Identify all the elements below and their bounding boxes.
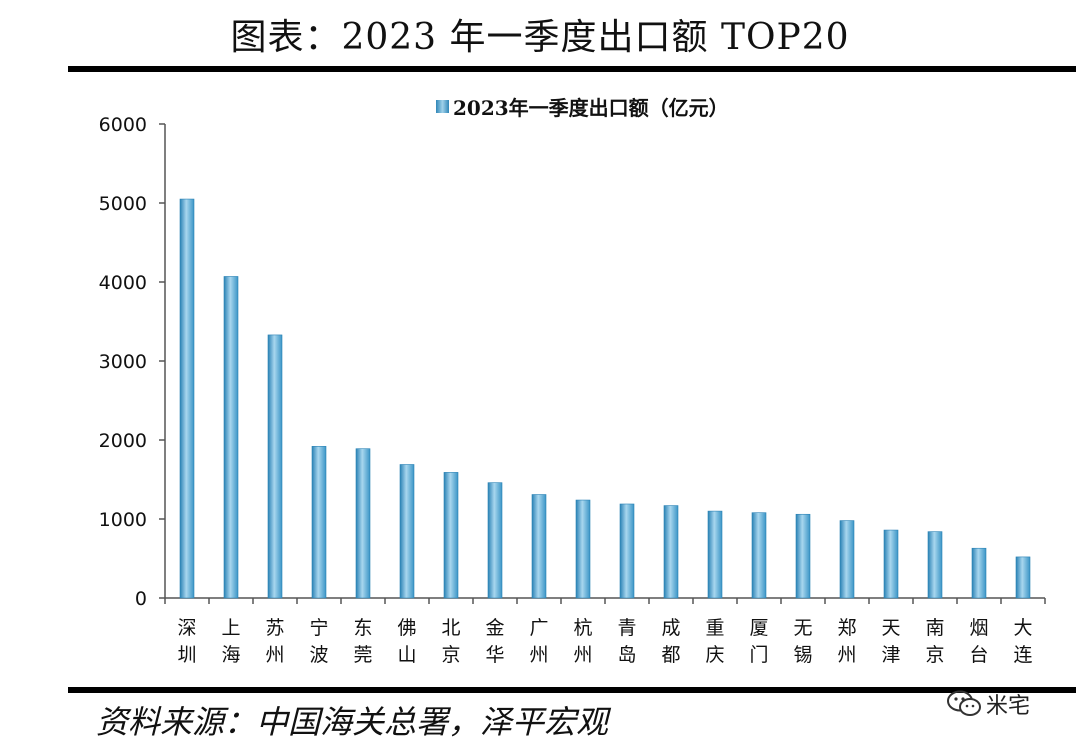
bar-无锡 — [795, 513, 811, 599]
bar-宁波 — [311, 446, 327, 599]
bar-南京 — [927, 531, 943, 599]
x-tick-label: 厦门 — [749, 617, 768, 666]
x-tick-label: 重庆 — [705, 617, 724, 666]
bar-广州 — [531, 494, 547, 599]
y-tick-label: 3000 — [99, 351, 147, 373]
bar-大连 — [1015, 556, 1031, 599]
x-tick-label: 郑州 — [837, 617, 856, 666]
bar-苏州 — [267, 334, 283, 599]
bar-成都 — [663, 505, 679, 599]
bar-东莞 — [355, 448, 371, 599]
bar-北京 — [443, 472, 459, 599]
bar-重庆 — [707, 510, 723, 599]
page-title: 图表：2023 年一季度出口额 TOP20 — [230, 17, 850, 58]
bar-深圳 — [179, 198, 195, 599]
y-tick-label: 6000 — [99, 114, 147, 136]
bar-佛山 — [399, 464, 415, 599]
bar-金华 — [487, 482, 503, 599]
x-tick-label: 广州 — [529, 617, 548, 666]
source-note: 资料来源：中国海关总署，泽平宏观 — [96, 703, 609, 741]
x-tick-label: 无锡 — [793, 617, 812, 666]
bar-青岛 — [619, 503, 635, 599]
x-tick-label: 上海 — [221, 617, 240, 666]
y-tick-label: 4000 — [99, 272, 147, 294]
x-tick-label: 青岛 — [617, 617, 636, 666]
x-tick-label: 北京 — [441, 617, 460, 666]
chart-legend: 2023年一季度出口额（亿元） — [436, 92, 729, 121]
bar-上海 — [223, 276, 239, 599]
y-tick-label: 1000 — [99, 509, 147, 531]
bar-郑州 — [839, 520, 855, 599]
x-tick-label: 宁波 — [309, 617, 328, 666]
x-tick-label: 杭州 — [573, 617, 592, 666]
bar-天津 — [883, 529, 899, 599]
x-tick-label: 大连 — [1013, 617, 1032, 666]
x-tick-label: 深圳 — [177, 617, 196, 666]
bar-厦门 — [751, 512, 767, 599]
footer-rule — [68, 687, 1076, 693]
x-tick-label: 天津 — [881, 617, 900, 666]
legend-label: 2023年一季度出口额（亿元） — [453, 96, 729, 120]
x-tick-label: 南京 — [925, 617, 944, 666]
x-tick-label: 东莞 — [353, 617, 372, 666]
chart-axes — [159, 123, 1046, 604]
bar-烟台 — [971, 547, 987, 599]
x-tick-label: 佛山 — [397, 617, 416, 666]
y-tick-label: 5000 — [99, 193, 147, 215]
wechat-icon — [947, 690, 981, 716]
y-tick-labels: 0 1000 2000 3000 4000 5000 6000 — [99, 114, 147, 610]
y-tick-label: 2000 — [99, 430, 147, 452]
title-rule — [68, 66, 1076, 72]
x-tick-label: 金华 — [485, 617, 504, 666]
x-tick-label: 烟台 — [969, 617, 988, 666]
x-tick-label: 苏州 — [265, 617, 284, 666]
legend-swatch — [436, 100, 449, 113]
watermark-label: 米宅 — [986, 694, 1031, 719]
x-tick-label: 成都 — [661, 617, 680, 666]
y-tick-label: 0 — [135, 588, 147, 610]
chart-bars — [179, 198, 1031, 599]
watermark: 米宅 — [946, 688, 1030, 720]
bar-杭州 — [575, 499, 591, 599]
